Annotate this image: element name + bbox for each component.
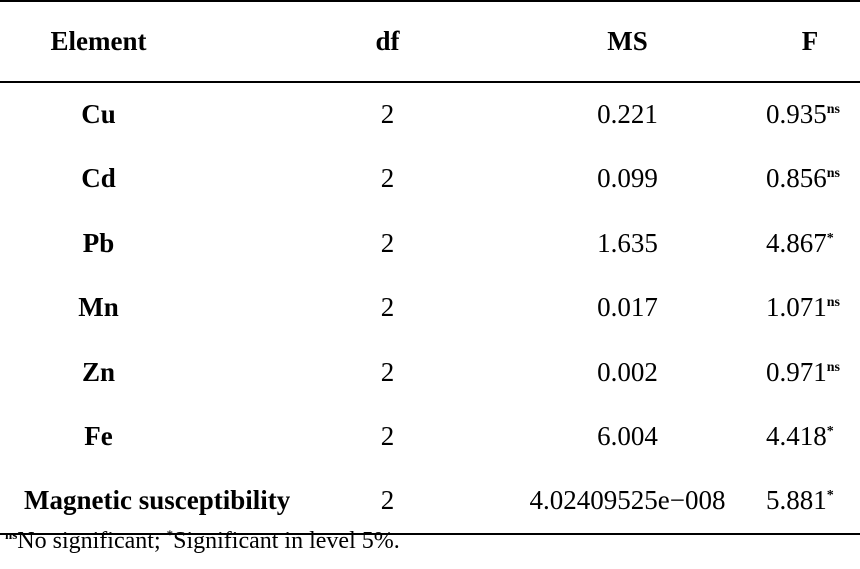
row-f-cell: 0.935ns <box>760 82 860 147</box>
row-element-cell: Zn <box>81 356 116 387</box>
f-value: 0.856 <box>766 163 827 194</box>
row-f-cell: 4.867* <box>760 211 860 276</box>
row-f-cell: 5.881* <box>760 469 860 535</box>
header-df: df <box>370 0 405 83</box>
f-value: 0.935 <box>766 99 827 130</box>
table-row: Pb 2 1.635 4.867* <box>0 211 860 276</box>
table-row: Zn 2 0.002 0.971ns <box>0 340 860 405</box>
row-df-cell: 2 <box>370 469 405 535</box>
significance-mark: ns <box>826 359 840 375</box>
row-f-cell: 4.418* <box>760 405 860 470</box>
significance-mark: * <box>826 230 834 246</box>
row-element-cell: Mn <box>78 292 119 323</box>
row-df-cell: 2 <box>380 356 395 387</box>
row-f-cell: 1.071ns <box>760 276 860 341</box>
row-df-cell: 2 <box>380 227 395 258</box>
row-df-cell: 2 <box>380 163 395 194</box>
row-ms-cell: 0.221 <box>597 99 658 130</box>
row-ms-cell: 1.635 <box>597 227 658 258</box>
significance-mark: * <box>826 424 834 440</box>
row-ms-cell: 0.017 <box>597 292 658 323</box>
row-element-cell: Fe <box>84 421 113 452</box>
row-ms-cell: 6.004 <box>597 421 658 452</box>
f-value: 1.071 <box>766 292 827 323</box>
table-row: Cu 2 0.221 0.935ns <box>0 82 860 147</box>
table-row: Cd 2 0.099 0.856ns <box>0 147 860 212</box>
f-value: 4.418 <box>766 421 827 452</box>
footnote-star-text: Significant in level 5%. <box>173 528 400 554</box>
row-df-cell: 2 <box>380 99 395 130</box>
row-ms-cell: 0.002 <box>597 356 658 387</box>
f-value: 4.867 <box>766 227 827 258</box>
f-value: 5.881 <box>766 485 827 516</box>
row-ms-cell: 0.099 <box>597 163 658 194</box>
row-element-cell: Magnetic susceptibility <box>0 469 370 535</box>
row-element-cell: Pb <box>82 227 115 258</box>
row-df-cell: 2 <box>380 292 395 323</box>
header-element: Element <box>0 0 370 83</box>
footnote-ns-mark: ns <box>5 527 18 542</box>
row-df-cell: 2 <box>380 421 395 452</box>
anova-table-container: Element df MS F Cu 2 0.221 0.935ns Cd 2 … <box>0 0 860 535</box>
significance-mark: ns <box>826 102 840 118</box>
anova-table: Element df MS F Cu 2 0.221 0.935ns Cd 2 … <box>0 0 860 535</box>
row-f-cell: 0.971ns <box>760 340 860 405</box>
footnote-ns-text: No significant; <box>17 528 167 554</box>
significance-mark: ns <box>826 166 840 182</box>
footnote-star-mark: * <box>166 527 174 542</box>
header-f: F <box>760 0 860 83</box>
significance-mark: ns <box>826 295 840 311</box>
row-element-cell: Cu <box>81 99 116 130</box>
row-ms-cell: 4.02409525e−008 <box>405 469 760 535</box>
table-row: Fe 2 6.004 4.418* <box>0 405 860 470</box>
row-f-cell: 0.856ns <box>760 147 860 212</box>
table-footnote: nsNo significant; *Significant in level … <box>5 528 400 555</box>
table-header-row: Element df MS F <box>0 0 860 83</box>
header-ms: MS <box>405 0 760 83</box>
significance-mark: * <box>826 488 834 504</box>
table-row: Magnetic susceptibility 2 4.02409525e−00… <box>0 469 860 535</box>
row-element-cell: Cd <box>81 163 116 194</box>
table-row: Mn 2 0.017 1.071ns <box>0 276 860 341</box>
f-value: 0.971 <box>766 356 827 387</box>
